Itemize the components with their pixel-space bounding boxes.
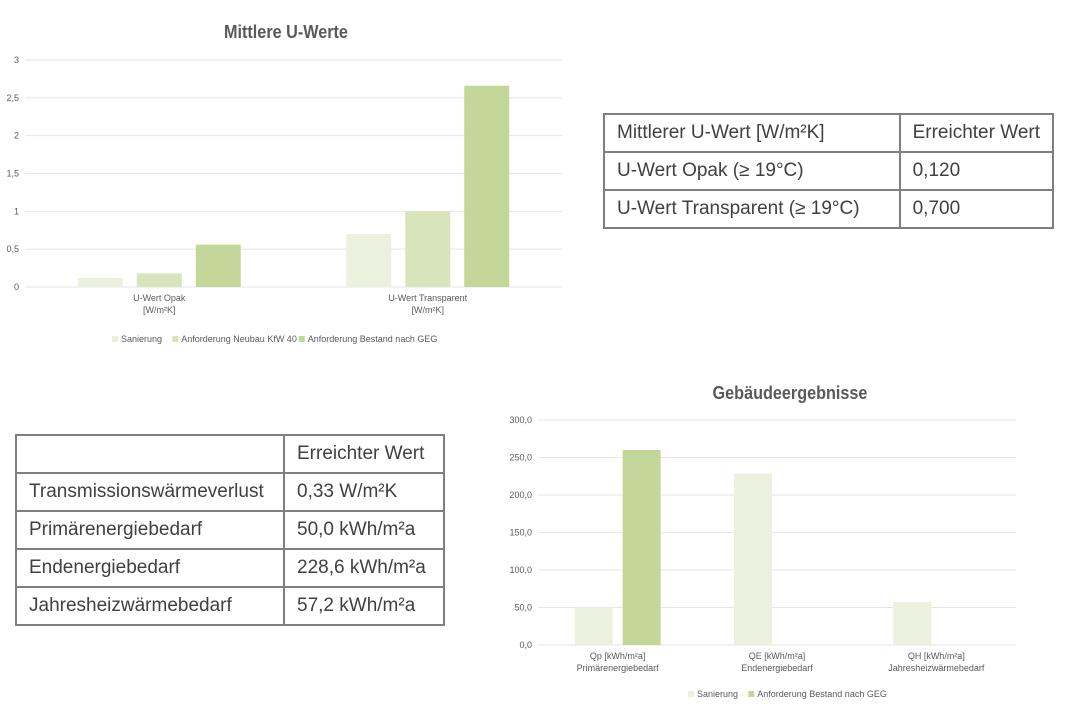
legend-swatch — [688, 691, 694, 697]
legend-label: Anforderung Bestand nach GEG — [757, 689, 887, 699]
y-tick-label: 150,0 — [509, 528, 532, 538]
row-value: 0,700 — [898, 189, 1055, 229]
chart1-title: Mittlere U-Werte — [224, 22, 348, 42]
x-category-label: Jahresheizwärmebedarf — [888, 663, 985, 673]
x-category-label: Endenergiebedarf — [741, 663, 813, 673]
y-tick-label: 0,5 — [6, 244, 19, 254]
bar-sanierung — [77, 277, 123, 287]
header-cell: Erreichter Wert — [283, 434, 445, 474]
x-category-label: Primärenergiebedarf — [577, 663, 660, 673]
row-value: 50,0 kWh/m²a — [283, 510, 445, 550]
y-tick-label: 1 — [14, 206, 19, 216]
y-tick-label: 2 — [14, 131, 19, 141]
header-cell: Erreichter Wert — [898, 113, 1055, 153]
building-results-chart: 0,0 50,0 100,0 150,0 200,0 250,0 300,0 Qp [kWh/… — [509, 415, 1016, 699]
bar-anforderung-neubau-kfw-40 — [136, 273, 182, 287]
legend-swatch — [172, 336, 179, 342]
table-row: Primärenergiebedarf 50,0 kWh/m²a — [15, 510, 445, 550]
row-label: Primärenergiebedarf — [15, 510, 285, 550]
row-label: Jahresheizwärmebedarf — [15, 586, 285, 626]
u-value-table: Mittlerer U-Wert [W/m²K] Erreichter Wert… — [603, 113, 1055, 229]
x-category-label: [W/m²K] — [412, 305, 445, 315]
row-value: 228,6 kWh/m²a — [283, 548, 445, 588]
row-label: Transmissionswärmeverlust — [15, 472, 285, 512]
row-label: U-Wert Transparent (≥ 19°C) — [603, 189, 901, 229]
x-category-label: U-Wert Opak — [133, 293, 186, 303]
bar-sanierung — [346, 234, 392, 287]
bar-sanierung — [893, 602, 932, 645]
y-tick-label: 100,0 — [509, 565, 532, 575]
x-category-label: QH [kWh/m²a] — [908, 651, 965, 661]
bar-sanierung — [734, 473, 772, 645]
legend-swatch — [298, 336, 305, 342]
y-tick-label: 200,0 — [509, 490, 532, 500]
table-row: U-Wert Opak (≥ 19°C) 0,120 — [603, 151, 1055, 191]
table-row: Endenergiebedarf 228,6 kWh/m²a — [15, 548, 445, 588]
row-value: 0,33 W/m²K — [283, 472, 445, 512]
legend-label: Sanierung — [121, 334, 162, 344]
x-category-label: Qp [kWh/m²a] — [590, 651, 646, 661]
u-values-chart: 0 0,5 1 1,5 2 2,5 3 U-Wert Opak [W/m²K] U-Wert Tr… — [6, 55, 562, 344]
table-row: U-Wert Transparent (≥ 19°C) 0,700 — [603, 189, 1055, 229]
y-tick-label: 0,0 — [519, 640, 532, 650]
legend-swatch — [112, 336, 118, 342]
y-tick-label: 2,5 — [6, 93, 19, 103]
legend-label: Sanierung — [697, 689, 738, 699]
row-label: U-Wert Opak (≥ 19°C) — [603, 151, 901, 191]
bar-anforderung-bestand-nach-geg — [464, 85, 510, 287]
chart2-title: Gebäudeergebnisse — [712, 383, 868, 403]
y-tick-label: 3 — [14, 55, 19, 65]
table-row: Transmissionswärmeverlust 0,33 W/m²K — [15, 472, 445, 512]
x-category-label: [W/m²K] — [143, 305, 176, 315]
table-row: Jahresheizwärmebedarf 57,2 kWh/m²a — [15, 586, 445, 626]
table-header-row: Erreichter Wert — [15, 434, 445, 474]
y-tick-label: 1,5 — [6, 169, 19, 179]
bar-anforderung-bestand-nach-geg — [195, 244, 241, 287]
row-value: 0,120 — [898, 151, 1055, 191]
results-table: Erreichter Wert Transmissionswärmeverlus… — [15, 434, 445, 626]
legend-label: Anforderung Bestand nach GEG — [308, 334, 438, 344]
bar-sanierung — [574, 607, 613, 645]
row-value: 57,2 kWh/m²a — [283, 586, 445, 626]
x-category-label: QE [kWh/m²a] — [749, 651, 806, 661]
table-header-row: Mittlerer U-Wert [W/m²K] Erreichter Wert — [603, 113, 1055, 153]
y-tick-label: 300,0 — [509, 415, 532, 425]
x-category-label: U-Wert Transparent — [388, 293, 467, 303]
header-cell — [15, 434, 285, 474]
header-cell: Mittlerer U-Wert [W/m²K] — [603, 113, 901, 153]
row-label: Endenergiebedarf — [15, 548, 285, 588]
legend-label: Anforderung Neubau KfW 40 — [181, 334, 297, 344]
bar-anforderung-neubau-kfw-40 — [405, 211, 451, 287]
y-tick-label: 250,0 — [509, 453, 532, 463]
legend-swatch — [748, 691, 755, 697]
y-tick-label: 50,0 — [514, 603, 532, 613]
y-tick-label: 0 — [14, 282, 19, 292]
bar-anforderung-bestand-nach-geg — [622, 450, 661, 645]
